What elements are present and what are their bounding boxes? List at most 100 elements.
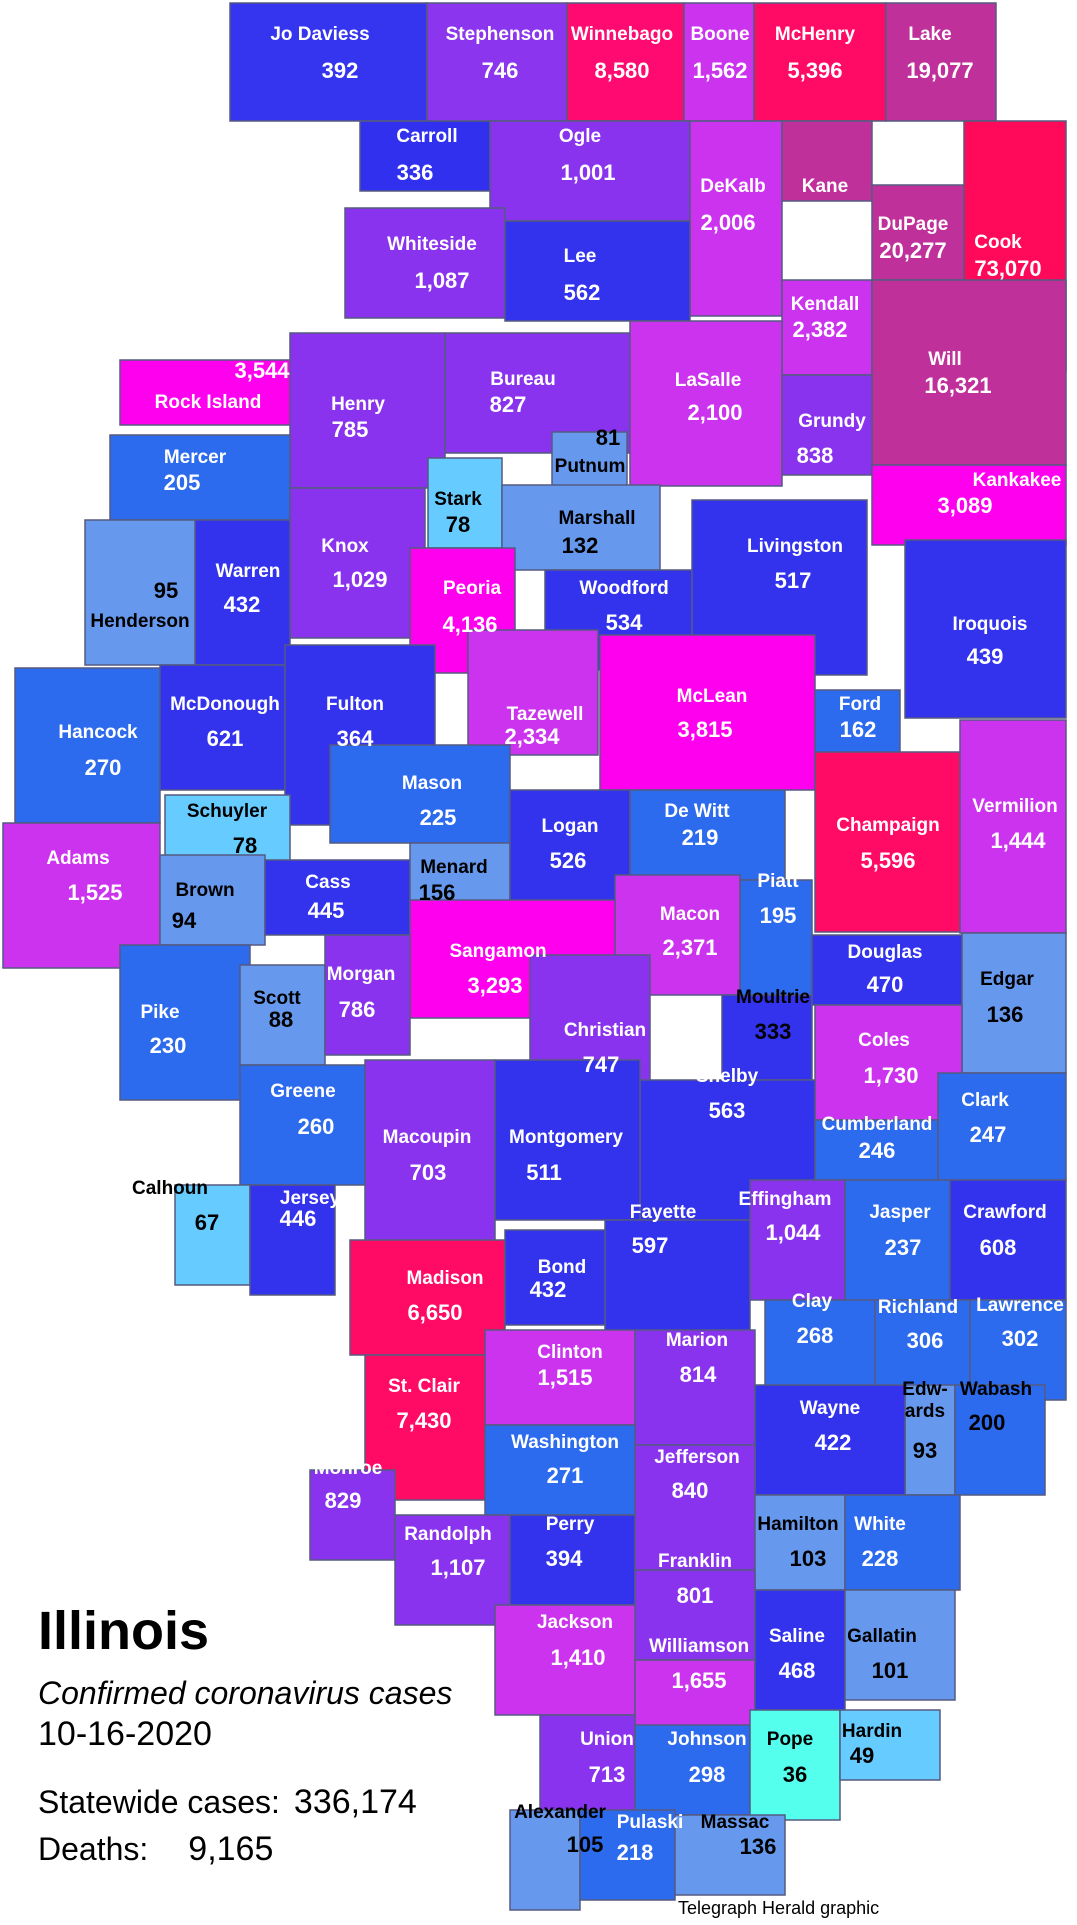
county-count-madison: 6,650 <box>407 1300 462 1325</box>
county-name-logan: Logan <box>542 816 599 837</box>
county-name-clark: Clark <box>961 1090 1009 1111</box>
county-name-calhoun: Calhoun <box>132 1178 208 1199</box>
county-region-stark <box>427 457 503 549</box>
county-count-dupage: 20,277 <box>879 238 946 263</box>
county-name-greene: Greene <box>270 1081 335 1102</box>
county-name-st-clair: St. Clair <box>388 1376 460 1397</box>
county-count-moultrie: 333 <box>755 1019 792 1044</box>
county-count-johnson: 298 <box>689 1762 726 1787</box>
county-region-pope <box>749 1709 841 1821</box>
county-count-dekalb: 2,006 <box>700 210 755 235</box>
county-count-menard: 156 <box>419 880 456 905</box>
county-count-hamilton: 103 <box>790 1546 827 1571</box>
county-region-alexander <box>509 1809 581 1911</box>
county-name-effingham: Effingham <box>739 1189 832 1210</box>
county-count-pope: 36 <box>783 1762 807 1787</box>
county-region-wabash <box>954 1384 1046 1496</box>
county-count-peoria: 4,136 <box>442 612 497 637</box>
county-name-stark: Stark <box>434 489 482 510</box>
county-count-greene: 260 <box>298 1114 335 1139</box>
county-name-pulaski: Pulaski <box>617 1812 684 1833</box>
county-count-mcdonough: 621 <box>207 726 244 751</box>
county-region-kane <box>781 120 873 202</box>
county-name-piatt: Piatt <box>757 871 799 892</box>
county-region-brown <box>159 854 266 946</box>
county-count-stephenson: 746 <box>482 58 519 83</box>
county-count-clinton: 1,515 <box>537 1365 592 1390</box>
county-count-jo-daviess: 392 <box>322 58 359 83</box>
county-count-kankakee: 3,089 <box>937 493 992 518</box>
county-count-edgar: 136 <box>987 1002 1024 1027</box>
county-count-woodford: 534 <box>606 610 643 635</box>
county-name-dekalb: DeKalb <box>700 176 765 197</box>
county-name-rock-island: Rock Island <box>155 392 262 413</box>
county-count-douglas: 470 <box>867 972 904 997</box>
county-count-mason: 225 <box>420 805 457 830</box>
county-region-hardin <box>839 1709 941 1781</box>
county-name-cumberland: Cumberland <box>822 1114 933 1135</box>
county-count-de-witt: 219 <box>682 825 719 850</box>
county-region-lasalle <box>629 320 783 487</box>
county-region-stephenson <box>426 2 568 122</box>
county-count-logan: 526 <box>550 848 587 873</box>
statewide-cases-row: Statewide cases: 336,174 <box>38 1783 417 1822</box>
county-name-iroquois: Iroquois <box>953 614 1028 635</box>
county-count-alexander: 105 <box>567 1832 604 1857</box>
county-region-lake <box>885 2 997 122</box>
county-region-calhoun <box>174 1184 251 1286</box>
county-labels: Jo Daviess 392 Stephenson 746 Winnebago 8,580… <box>46 24 1064 1865</box>
county-name-union: Union <box>580 1729 634 1750</box>
county-name-macoupin: Macoupin <box>383 1127 472 1148</box>
county-count-winnebago: 8,580 <box>594 58 649 83</box>
county-count-tazewell: 2,334 <box>504 724 560 749</box>
county-region-grundy <box>781 374 873 476</box>
county-region-kendall <box>781 279 873 376</box>
county-name-jasper: Jasper <box>869 1202 931 1223</box>
county-name-ogle: Ogle <box>559 126 601 147</box>
county-name-hamilton: Hamilton <box>757 1514 838 1535</box>
county-name-schuyler: Schuyler <box>187 801 268 822</box>
county-count-champaign: 5,596 <box>860 848 915 873</box>
county-count-whiteside: 1,087 <box>414 268 469 293</box>
county-name-cass: Cass <box>305 872 350 893</box>
county-region-iroquois <box>904 539 1067 719</box>
county-count-henderson: 95 <box>154 578 178 603</box>
county-name-de-witt: De Witt <box>664 801 730 822</box>
county-name-lasalle: LaSalle <box>675 370 742 391</box>
county-name-scott: Scott <box>253 988 301 1009</box>
county-region-douglas <box>811 934 963 1006</box>
county-region-de-witt <box>629 789 786 881</box>
county-name-brown: Brown <box>175 880 234 901</box>
county-region-jo-daviess <box>229 2 428 122</box>
deaths-label: Deaths: <box>38 1831 149 1867</box>
county-count-adams: 1,525 <box>67 880 122 905</box>
county-name-morgan: Morgan <box>327 964 396 985</box>
county-region-mercer <box>109 434 291 521</box>
county-region-mcdonough <box>159 664 286 791</box>
county-region-union <box>539 1714 636 1821</box>
county-name-bond: Bond <box>538 1257 587 1278</box>
county-count-ford: 162 <box>840 717 877 742</box>
county-count-brown: 94 <box>172 908 197 933</box>
county-name-johnson: Johnson <box>667 1729 746 1750</box>
county-count-iroquois: 439 <box>967 644 1004 669</box>
county-count-scott: 88 <box>269 1007 293 1032</box>
map-title: Illinois <box>38 1601 210 1661</box>
county-region-clark <box>937 1072 1067 1181</box>
county-count-clay: 268 <box>797 1323 834 1348</box>
county-region-vermilion <box>959 719 1067 934</box>
county-count-coles: 1,730 <box>863 1063 918 1088</box>
county-count-cook: 73,070 <box>974 256 1041 281</box>
county-count-montgomery: 511 <box>526 1160 562 1185</box>
graphic-credit: Telegraph Herald graphic <box>678 1898 880 1918</box>
county-region-henry <box>289 332 446 489</box>
map-subtitle: Confirmed coronavirus cases <box>38 1675 453 1711</box>
county-name-edgar: Edgar <box>980 969 1034 990</box>
county-region-jackson <box>494 1604 636 1716</box>
county-count-marshall: 132 <box>562 533 599 558</box>
county-name-pike: Pike <box>140 1002 179 1023</box>
county-name-mclean: McLean <box>677 686 748 707</box>
county-name-adams: Adams <box>46 848 109 869</box>
county-name-hardin: Hardin <box>842 1721 902 1742</box>
county-count-jackson: 1,410 <box>550 1645 605 1670</box>
